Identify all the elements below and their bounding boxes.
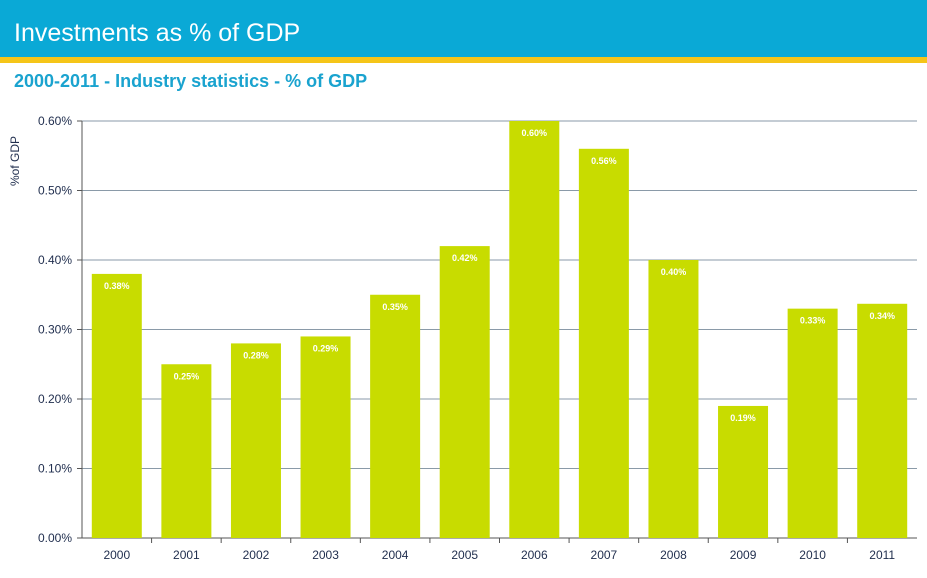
bar-data-label: 0.19% [730, 413, 756, 423]
bar-data-label: 0.29% [313, 343, 339, 353]
y-tick-label: 0.30% [38, 323, 72, 337]
x-tick-label: 2005 [451, 548, 478, 562]
y-tick-label: 0.50% [38, 184, 72, 198]
bar [648, 260, 699, 538]
bar [91, 273, 142, 538]
bar [718, 405, 769, 538]
bar [578, 148, 629, 539]
x-tick-label: 2010 [799, 548, 826, 562]
x-tick-label: 2006 [521, 548, 548, 562]
bar-data-label: 0.60% [522, 128, 548, 138]
x-tick-label: 2002 [243, 548, 270, 562]
y-tick-label: 0.00% [38, 531, 72, 545]
header-accent-stripe [0, 57, 927, 63]
bar-data-label: 0.28% [243, 350, 269, 360]
y-tick-label: 0.20% [38, 392, 72, 406]
x-tick-label: 2007 [591, 548, 618, 562]
x-tick-label: 2000 [103, 548, 130, 562]
bar [230, 343, 281, 538]
bar-data-label: 0.40% [661, 267, 687, 277]
page-title: Investments as % of GDP [14, 19, 301, 47]
y-tick-label: 0.60% [38, 114, 72, 128]
bar [370, 294, 421, 538]
bar-data-label: 0.33% [800, 316, 826, 326]
bar-data-label: 0.34% [869, 311, 895, 321]
x-tick-label: 2008 [660, 548, 687, 562]
bar-data-label: 0.42% [452, 253, 478, 263]
bar-data-label: 0.56% [591, 156, 617, 166]
bar [509, 121, 560, 538]
y-tick-label: 0.10% [38, 462, 72, 476]
header-bar: Investments as % of GDP [0, 0, 927, 57]
x-tick-label: 2009 [730, 548, 757, 562]
bar [161, 364, 212, 538]
y-axis-title: %of GDP [8, 136, 22, 186]
x-tick-label: 2003 [312, 548, 339, 562]
bar [300, 336, 351, 538]
x-tick-label: 2004 [382, 548, 409, 562]
bar [439, 246, 490, 538]
x-tick-label: 2011 [869, 548, 895, 562]
bar-data-label: 0.35% [382, 302, 408, 312]
bar-data-label: 0.38% [104, 281, 130, 291]
chart-title: 2000-2011 - Industry statistics - % of G… [14, 71, 368, 91]
bar [857, 303, 908, 538]
bar [787, 308, 838, 538]
y-tick-label: 0.40% [38, 253, 72, 267]
bar-data-label: 0.25% [174, 371, 200, 381]
x-tick-label: 2001 [173, 548, 200, 562]
